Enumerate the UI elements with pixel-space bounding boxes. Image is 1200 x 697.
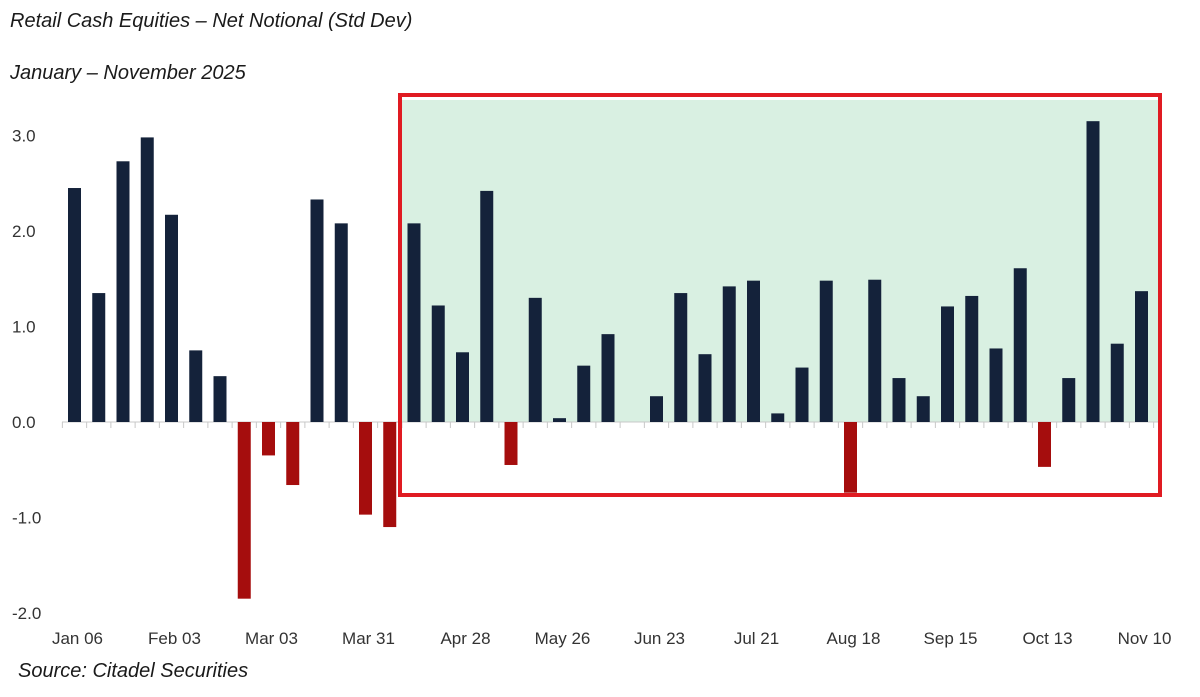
chart-title: Retail Cash Equities – Net Notional (Std… [10, 10, 413, 32]
bar-week-40 [1013, 268, 1027, 422]
bar-week-6 [189, 350, 203, 423]
bar-week-30 [771, 413, 785, 422]
bar-week-5 [165, 214, 178, 422]
x-tick-label: Feb 03 [148, 629, 201, 648]
bar-week-18 [480, 190, 494, 422]
x-tick-label: Jan 06 [52, 629, 103, 648]
bar-week-31 [795, 367, 809, 422]
x-tick-label: Sep 15 [924, 629, 978, 648]
bar-week-21 [553, 418, 566, 422]
x-tick-label: Mar 31 [342, 629, 395, 648]
bar-week-15 [407, 223, 421, 422]
bar-week-1 [68, 188, 81, 422]
bar-week-34 [868, 279, 882, 422]
bar-week-2 [92, 293, 106, 422]
y-tick-label: -1.0 [12, 509, 41, 528]
bar-week-28 [722, 286, 736, 422]
x-tick-label: Mar 03 [245, 629, 298, 648]
bar-week-38 [965, 295, 979, 422]
bar-week-32 [819, 280, 833, 422]
bar-week-9 [262, 422, 275, 456]
bar-week-35 [892, 378, 906, 422]
x-tick-label: Apr 28 [440, 629, 490, 648]
bar-week-16 [431, 305, 445, 422]
x-tick-label: May 26 [535, 629, 591, 648]
y-tick-label: 1.0 [12, 318, 36, 337]
bar-week-44 [1110, 343, 1124, 422]
y-tick-label: 2.0 [12, 222, 36, 241]
bar-week-8 [237, 422, 251, 599]
y-tick-label: 0.0 [12, 413, 36, 432]
bar-week-10 [286, 422, 300, 486]
bar-week-20 [528, 297, 542, 422]
bar-week-22 [577, 365, 591, 422]
y-tick-label: -2.0 [12, 604, 41, 623]
bar-week-36 [916, 396, 930, 422]
y-tick-label: 3.0 [12, 127, 36, 146]
chart-subtitle: January – November 2025 [10, 62, 246, 84]
bar-week-27 [698, 354, 712, 422]
bar-week-7 [213, 376, 227, 422]
bar-week-19 [504, 422, 518, 465]
bar-week-39 [989, 348, 1003, 422]
bar-week-23 [601, 334, 615, 422]
bar-week-3 [116, 161, 130, 423]
bar-week-12 [334, 223, 348, 422]
bar-week-33 [844, 422, 857, 493]
x-tick-label: Aug 18 [827, 629, 881, 648]
highlight-region-fill [400, 100, 1160, 422]
x-tick-label: Oct 13 [1022, 629, 1072, 648]
bar-week-26 [674, 293, 688, 422]
bar-week-11 [310, 199, 324, 422]
bar-week-25 [650, 396, 663, 422]
bar-week-37 [941, 306, 954, 422]
bar-week-4 [140, 137, 154, 422]
source-note: Source: Citadel Securities [18, 660, 249, 682]
bar-week-45 [1135, 291, 1148, 422]
bar-week-17 [456, 352, 469, 422]
x-tick-label: Jun 23 [634, 629, 685, 648]
bar-week-43 [1086, 121, 1100, 423]
x-tick-label: Nov 10 [1118, 629, 1172, 648]
bar-week-13 [359, 422, 372, 515]
bar-week-42 [1062, 378, 1076, 422]
bar-week-29 [747, 280, 760, 422]
highlight-region-border [398, 93, 1162, 497]
bar-week-41 [1038, 422, 1051, 467]
bar-week-14 [383, 422, 397, 528]
x-tick-label: Jul 21 [734, 629, 779, 648]
